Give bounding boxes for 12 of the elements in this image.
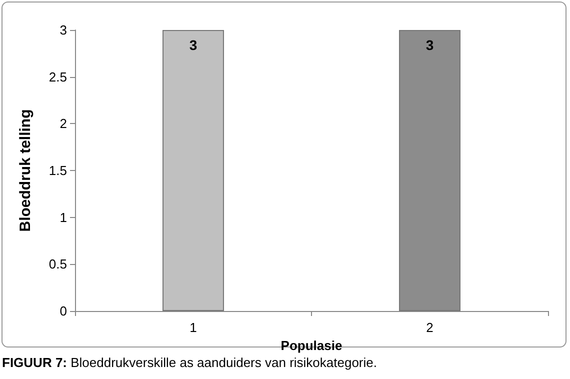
y-tick-label: 1.5 [48,163,67,178]
data-label: 3 [426,37,434,53]
y-tick-label: 2 [60,116,67,132]
x-axis-title: Populasie [280,338,342,353]
data-label: 3 [189,37,198,53]
y-tick-label: 2.5 [48,69,67,84]
y-tick-label: 1 [60,210,67,225]
y-axis-title: Bloeddruk telling [17,109,34,232]
y-tick-label: 0 [60,304,67,318]
y-tick-label: 3 [60,22,67,38]
text: FIGUUR 7: Bloeddrukverskille as aanduiders van risikokategorie. [2,355,377,370]
y-tick-label: 0.5 [48,256,67,272]
